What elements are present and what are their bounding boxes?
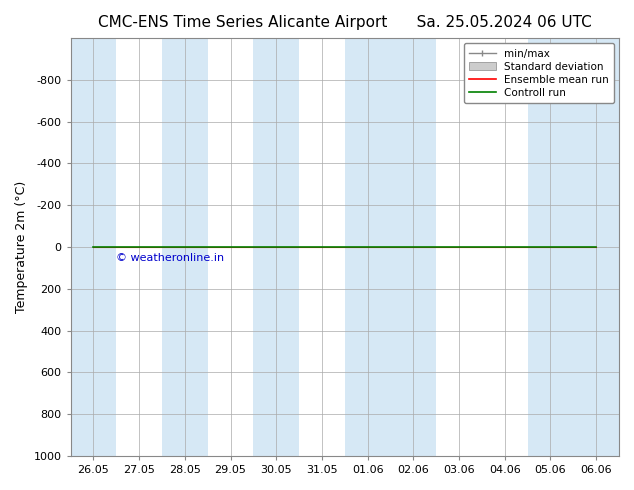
Bar [527,38,573,456]
Title: CMC-ENS Time Series Alicante Airport      Sa. 25.05.2024 06 UTC: CMC-ENS Time Series Alicante Airport Sa.… [98,15,592,30]
Bar [573,38,619,456]
Bar [254,38,299,456]
Y-axis label: Temperature 2m (°C): Temperature 2m (°C) [15,181,28,313]
Bar [345,38,391,456]
Bar [70,38,116,456]
Text: © weatheronline.in: © weatheronline.in [116,253,224,263]
Bar [162,38,208,456]
Legend: min/max, Standard deviation, Ensemble mean run, Controll run: min/max, Standard deviation, Ensemble me… [464,43,614,103]
Bar [391,38,436,456]
